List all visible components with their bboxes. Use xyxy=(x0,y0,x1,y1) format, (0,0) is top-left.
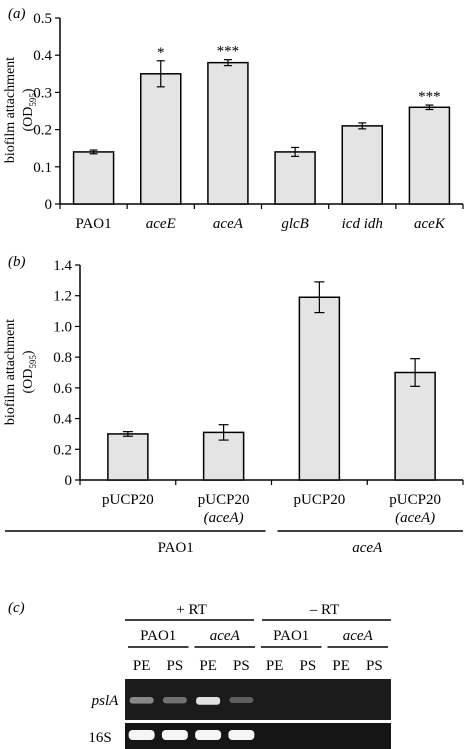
band-16s xyxy=(128,730,155,740)
row-label-psla: pslA xyxy=(91,693,120,709)
band-psla xyxy=(229,697,254,704)
x-tick-label: aceK xyxy=(414,216,446,232)
y-tick-label: 0.2 xyxy=(33,123,52,139)
bar-icd-idh xyxy=(341,125,383,205)
lane-label: PS xyxy=(167,658,184,674)
bar-PAO1 xyxy=(72,151,115,205)
y-tick-label: 1.4 xyxy=(53,258,72,274)
y-tick-label: 0 xyxy=(65,473,73,489)
significance-marker: * xyxy=(157,45,165,61)
row-label-16s: 16S xyxy=(88,730,111,746)
x-tick-label: pUCP20 xyxy=(294,492,346,508)
band-16s xyxy=(228,730,255,740)
y-tick-label: 0.2 xyxy=(53,442,72,458)
band-16s xyxy=(195,730,222,740)
lane-label: PE xyxy=(332,658,350,674)
plus-rt-label: + RT xyxy=(176,602,206,618)
y-tick-label: 0.5 xyxy=(33,11,52,27)
band-16s xyxy=(161,730,188,740)
x-tick-label: aceE xyxy=(146,216,176,232)
bar-3 xyxy=(394,371,436,481)
y-axis-label-group: biofilm attachment (OD595) xyxy=(3,319,38,425)
y-tick-label: 1.2 xyxy=(53,289,72,305)
x-tick-label: PAO1 xyxy=(76,216,112,232)
panel-a: (a) biofilm attachment (OD595) 0 0.1 0.2 0.3 0.… xyxy=(3,6,464,232)
y-axis-label-group: biofilm attachment (OD595) xyxy=(3,57,38,163)
y-tick-label: 0.6 xyxy=(53,381,72,397)
y-tick-label: 0 xyxy=(45,197,53,213)
y-tick-label: 1.0 xyxy=(53,319,72,335)
y-tick-label: 0.1 xyxy=(33,160,52,176)
lane-label: PE xyxy=(199,658,217,674)
lane-label: PE xyxy=(266,658,284,674)
x-tick-label: pUCP20 xyxy=(102,492,154,508)
strain-label: aceA xyxy=(210,628,241,644)
panel-label: (b) xyxy=(8,254,26,270)
group-label: aceA xyxy=(352,540,383,556)
x-tick-label: pUCP20 xyxy=(198,492,250,508)
strain-label: PAO1 xyxy=(273,628,309,644)
group-label: PAO1 xyxy=(158,540,194,556)
y-axis-label: biofilm attachment xyxy=(3,319,18,425)
panel-label: (a) xyxy=(8,6,26,22)
x-tick-label: glcB xyxy=(281,216,309,232)
band-psla xyxy=(196,697,221,705)
panel-label: (c) xyxy=(8,600,25,616)
band-psla xyxy=(129,697,154,704)
bar-aceK xyxy=(408,106,451,205)
significance-marker: *** xyxy=(418,89,441,105)
y-tick-label: 0.4 xyxy=(33,48,52,64)
y-axis-unit: (OD595) xyxy=(21,88,38,131)
x-tick-sublabel: (aceA) xyxy=(204,510,244,526)
lane-label: PS xyxy=(366,658,383,674)
minus-rt-label: – RT xyxy=(309,602,340,618)
lane-label: PS xyxy=(233,658,250,674)
bar-0 xyxy=(107,433,149,481)
bar-aceA xyxy=(207,61,249,205)
strain-label: aceA xyxy=(343,628,374,644)
y-axis-unit: (OD595) xyxy=(21,350,38,393)
x-tick-label: icd idh xyxy=(342,216,383,232)
bar-glcB xyxy=(274,151,316,205)
y-axis-label: biofilm attachment xyxy=(3,57,18,163)
panel-b: (b) biofilm attachment (OD595) 0 0.2 0.4 0.6 0.… xyxy=(3,254,464,556)
y-tick-label: 0.8 xyxy=(53,350,72,366)
lane-label: PE xyxy=(133,658,151,674)
x-tick-sublabel: (aceA) xyxy=(395,510,435,526)
significance-marker: *** xyxy=(217,44,240,60)
y-tick-label: 0.3 xyxy=(33,85,52,101)
y-tick-label: 0.4 xyxy=(53,412,72,428)
x-tick-label: aceA xyxy=(213,216,244,232)
strain-label: PAO1 xyxy=(140,628,176,644)
bar-aceE xyxy=(140,73,182,205)
bar-2 xyxy=(298,296,341,481)
band-psla xyxy=(162,697,187,704)
x-tick-label: pUCP20 xyxy=(389,492,441,508)
lane-label: PS xyxy=(300,658,317,674)
